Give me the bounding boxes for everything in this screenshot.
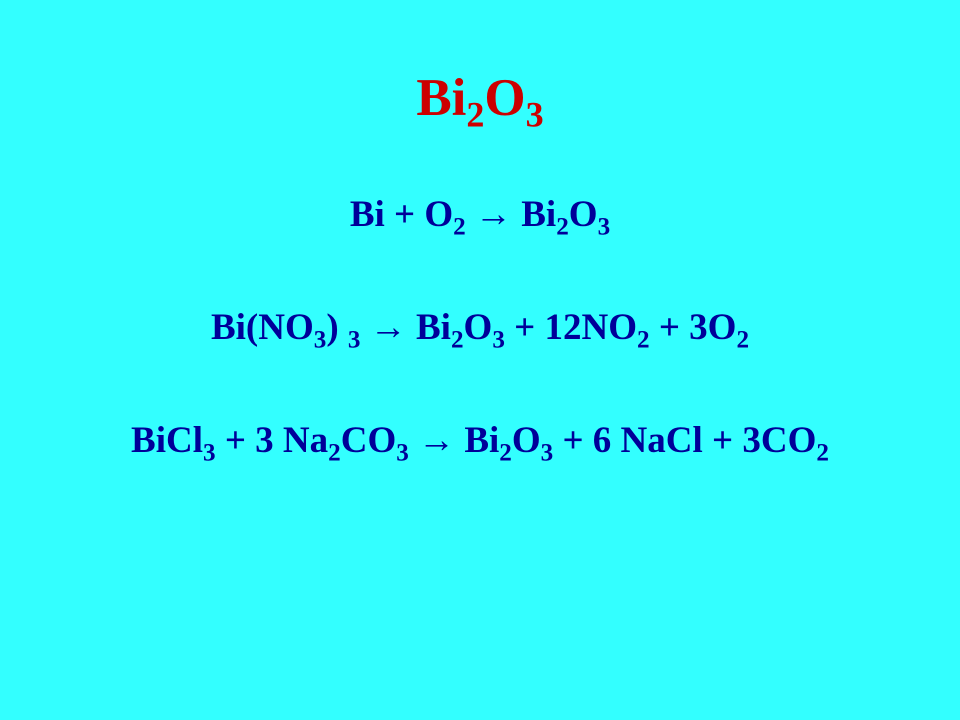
equation-1: Bi + O2 → Bi2O3 bbox=[0, 190, 960, 239]
equation-3: BiCl3 + 3 Na2CO3 → Bi2O3 + 6 NaCl + 3CO2 bbox=[0, 416, 960, 465]
slide-title: Bi2O3 bbox=[0, 68, 960, 128]
equation-2: Bi(NO3) 3 → Bi2O3 + 12NO2 + 3O2 bbox=[0, 303, 960, 352]
slide: Bi2O3 Bi + O2 → Bi2O3 Bi(NO3) 3 → Bi2O3 … bbox=[0, 0, 960, 720]
